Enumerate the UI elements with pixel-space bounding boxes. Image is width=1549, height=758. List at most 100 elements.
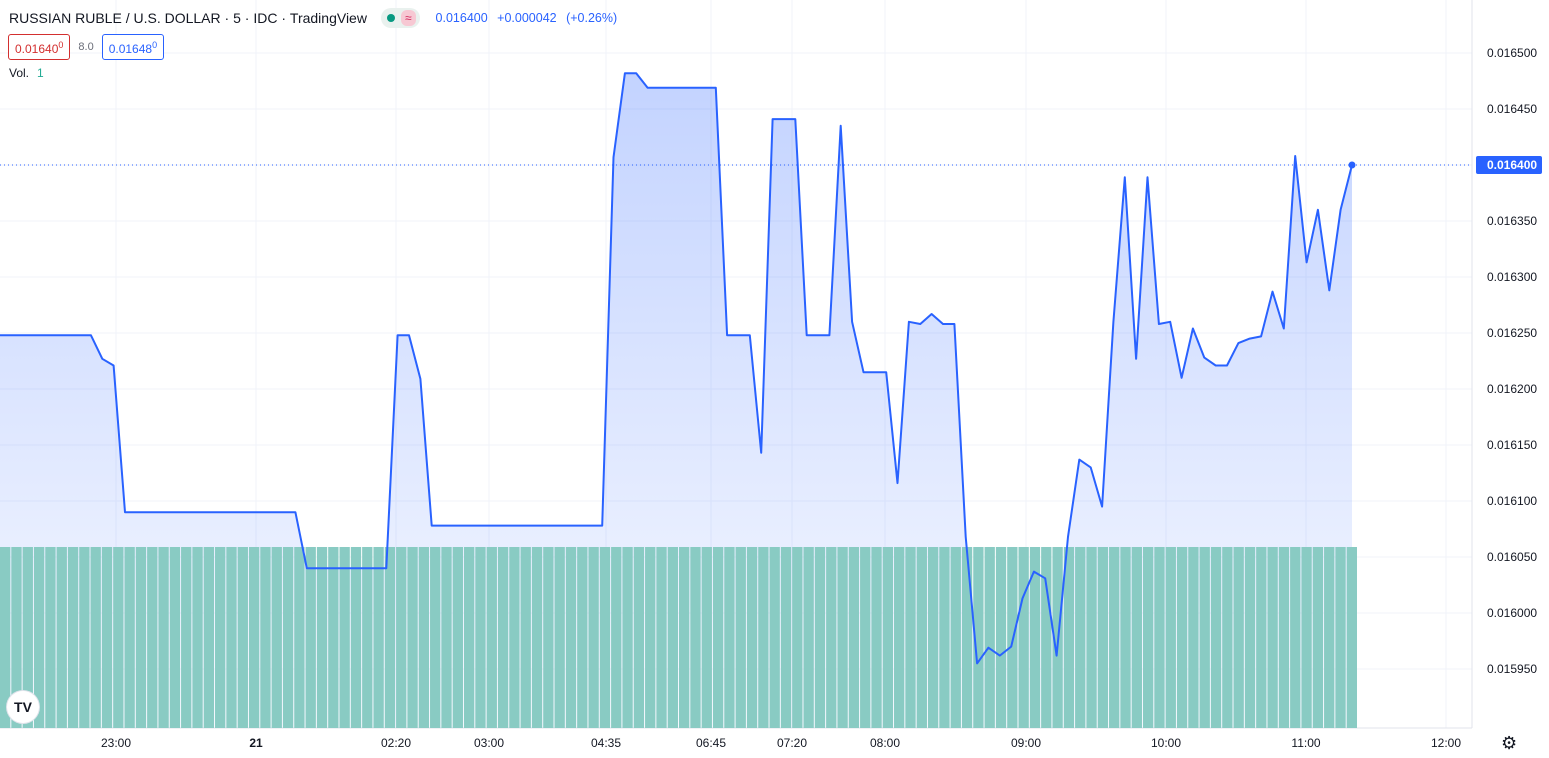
y-tick-label: 0.016000	[1487, 606, 1537, 620]
volume-bar	[565, 547, 577, 728]
volume-bar	[905, 547, 916, 728]
buy-button[interactable]: 0.016480	[101, 34, 165, 60]
volume-label: Vol.	[9, 66, 30, 80]
wave-icon: ≈	[400, 10, 416, 26]
volume-bar	[939, 547, 950, 728]
sell-button[interactable]: 0.016400	[8, 34, 71, 60]
volume-legend[interactable]: Vol. 1	[9, 66, 44, 80]
volume-bar	[90, 547, 101, 728]
volume-bar	[995, 547, 1007, 728]
y-tick-label: 0.016150	[1487, 438, 1537, 452]
volume-bar	[543, 547, 554, 728]
last-price-label-text: 0.016400	[1487, 158, 1537, 172]
volume-bar	[475, 547, 486, 728]
volume-value: 1	[37, 66, 44, 80]
exchange: IDC	[253, 10, 278, 26]
volume-bar	[645, 547, 656, 728]
volume-bar	[509, 547, 520, 728]
volume-bar	[248, 547, 260, 728]
x-tick-label: 04:35	[591, 736, 621, 750]
volume-bar	[758, 547, 769, 728]
volume-bar	[814, 547, 826, 728]
volume-bar	[22, 547, 33, 728]
volume-bar	[690, 547, 701, 728]
market-status[interactable]: ≈	[380, 8, 420, 28]
volume-bar	[33, 547, 45, 728]
tradingview-logo-icon[interactable]: TV	[7, 691, 39, 723]
x-tick-label: 03:00	[474, 736, 504, 750]
volume-bar	[588, 547, 599, 728]
symbol-header: RUSSIAN RUBLE / U.S. DOLLAR · 5 · IDC · …	[9, 8, 623, 28]
y-tick-label: 0.016450	[1487, 102, 1537, 116]
volume-bar	[1199, 547, 1210, 728]
volume-bar	[1086, 547, 1097, 728]
volume-bar	[328, 547, 339, 728]
ask-price: 0.01648	[108, 42, 153, 56]
price-axis[interactable]: 0.016500 0.016450 0.016400 0.016350 0.016300…	[1487, 46, 1537, 676]
volume-bar	[712, 547, 724, 728]
symbol-name[interactable]: RUSSIAN RUBLE / U.S. DOLLAR	[9, 10, 221, 26]
volume-bar	[203, 547, 215, 728]
price-change: +0.000042	[497, 11, 557, 25]
volume-bar	[1165, 547, 1176, 728]
y-tick-label: 0.016200	[1487, 382, 1537, 396]
volume-bar	[418, 547, 430, 728]
x-tick-label: 10:00	[1151, 736, 1181, 750]
x-tick-label: 07:20	[777, 736, 807, 750]
x-tick-label: 06:45	[696, 736, 726, 750]
volume-bar	[441, 547, 452, 728]
x-tick-label: 02:20	[381, 736, 411, 750]
price-line	[0, 72, 1353, 665]
tradingview-logo-text: TV	[14, 699, 32, 715]
volume-bar	[215, 547, 226, 728]
volume-bar	[803, 547, 814, 728]
interval[interactable]: 5	[233, 10, 241, 26]
volume-bar	[497, 547, 509, 728]
volume-bar	[271, 547, 282, 728]
x-tick-label: 21	[249, 736, 263, 750]
volume-bar	[735, 547, 746, 728]
bid-price-sup: 0	[58, 40, 64, 50]
volume-bar	[701, 547, 712, 728]
gear-icon[interactable]: ⚙	[1501, 733, 1518, 753]
volume-bar	[973, 547, 984, 728]
volume-bar	[305, 547, 316, 728]
time-axis[interactable]: 23:00 21 02:20 03:00 04:35 06:45 07:20 08:00 09:…	[101, 736, 1461, 750]
volume-bar	[848, 547, 860, 728]
volume-bar	[1063, 547, 1075, 728]
x-tick-label: 23:00	[101, 736, 131, 750]
volume-bar	[147, 547, 158, 728]
volume-bar	[79, 547, 90, 728]
y-tick-label: 0.016050	[1487, 550, 1537, 564]
volume-bar	[667, 547, 678, 728]
volume-bar	[1142, 547, 1154, 728]
volume-bar	[486, 547, 497, 728]
volume-bar	[1290, 547, 1301, 728]
volume-bar	[1120, 547, 1131, 728]
volume-bar	[1301, 547, 1312, 728]
volume-bar	[124, 547, 135, 728]
volume-bar	[181, 547, 192, 728]
price-info: 0.016400 +0.000042 (+0.26%)	[436, 11, 624, 25]
volume-bar	[1109, 547, 1120, 728]
volume-bar	[780, 547, 792, 728]
x-tick-label: 11:00	[1291, 736, 1320, 750]
volume-bar	[1222, 547, 1233, 728]
volume-bar	[362, 547, 373, 728]
volume-bar	[237, 547, 248, 728]
volume-bar	[1097, 547, 1109, 728]
volume-bar	[792, 547, 803, 728]
volume-bar	[950, 547, 961, 728]
volume-bar	[45, 547, 56, 728]
volume-bar	[350, 547, 362, 728]
volume-bar	[373, 547, 384, 728]
volume-bar	[633, 547, 645, 728]
volume-bar	[1176, 547, 1188, 728]
volume-bar	[1154, 547, 1165, 728]
volume-bar	[826, 547, 837, 728]
volume-bar	[1018, 547, 1029, 728]
volume-bar	[1210, 547, 1222, 728]
y-tick-label: 0.015950	[1487, 662, 1537, 676]
volume-bar	[1256, 547, 1267, 728]
